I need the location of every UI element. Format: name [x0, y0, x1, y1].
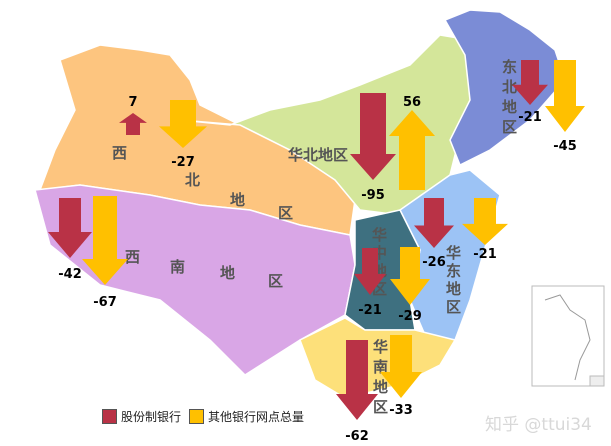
region-label-south: 地 — [373, 378, 388, 396]
region-label-northwest: 区 — [278, 204, 293, 222]
legend-swatch-joint-stock — [102, 409, 117, 424]
region-label-central: 华 — [372, 226, 387, 244]
region-label-east: 区 — [446, 298, 461, 316]
legend-label-other: 其他银行网点总量 — [208, 410, 305, 424]
arrow-northwest-other — [159, 100, 207, 148]
region-label-southwest: 西 — [125, 248, 140, 266]
value-label-northeast-other: -45 — [553, 139, 577, 154]
value-label-northwest-joint_stock: 7 — [128, 95, 137, 110]
region-label-northwest: 北 — [185, 171, 200, 189]
region-label-southwest: 地 — [220, 264, 235, 282]
region-label-north: 华北地区 — [288, 146, 348, 164]
region-label-east: 东 — [446, 262, 461, 280]
arrow-northwest-joint_stock — [119, 113, 147, 135]
arrow-southwest-joint_stock — [48, 198, 92, 258]
arrow-south-other — [380, 335, 422, 398]
legend-label-joint-stock: 股份制银行 — [121, 410, 182, 424]
value-label-southwest-other: -67 — [93, 295, 117, 310]
arrow-northeast-other — [545, 60, 585, 132]
region-label-south: 华 — [373, 338, 388, 356]
value-label-northeast-joint_stock: -21 — [518, 110, 542, 125]
region-label-northeast: 区 — [502, 118, 517, 136]
value-label-southwest-joint_stock: -42 — [58, 267, 82, 282]
region-label-northwest: 地 — [230, 191, 245, 209]
watermark: 知乎 @ttui34 — [485, 415, 592, 435]
value-label-east-other: -21 — [473, 247, 497, 262]
arrow-south-joint_stock — [336, 340, 378, 420]
region-south — [299, 317, 457, 399]
arrow-east-other — [462, 198, 508, 245]
arrow-central-joint_stock — [354, 248, 386, 295]
region-label-northwest: 西 — [112, 144, 127, 162]
region-label-east: 地 — [446, 280, 461, 298]
region-label-southwest: 区 — [268, 272, 283, 290]
region-label-northeast: 北 — [502, 78, 517, 96]
arrow-north-other — [389, 110, 435, 190]
arrow-east-joint_stock — [414, 198, 454, 248]
legend-swatch-other — [189, 409, 205, 424]
region-label-southwest: 南 — [170, 258, 185, 276]
region-label-northeast: 东 — [502, 58, 517, 76]
region-label-northeast: 地 — [502, 98, 517, 116]
value-label-east-joint_stock: -26 — [422, 255, 446, 270]
value-label-northwest-other: -27 — [171, 155, 195, 170]
arrow-southwest-other — [82, 196, 128, 285]
value-label-north-other: 56 — [403, 95, 421, 110]
legend: 股份制银行 其他银行网点总量 — [102, 408, 304, 425]
arrow-north-joint_stock — [350, 93, 396, 180]
value-label-south-joint_stock: -62 — [345, 429, 369, 444]
arrow-central-other — [390, 247, 430, 305]
inset-map — [531, 285, 605, 387]
region-label-south: 南 — [373, 358, 388, 376]
value-label-central-joint_stock: -21 — [358, 303, 382, 318]
value-label-north-joint_stock: -95 — [361, 188, 385, 203]
region-northeast — [443, 9, 566, 167]
value-label-central-other: -29 — [398, 309, 422, 324]
arrow-northeast-joint_stock — [512, 60, 548, 105]
value-label-south-other: -33 — [389, 403, 413, 418]
region-label-east: 华 — [446, 244, 461, 262]
region-label-south: 区 — [373, 398, 388, 416]
